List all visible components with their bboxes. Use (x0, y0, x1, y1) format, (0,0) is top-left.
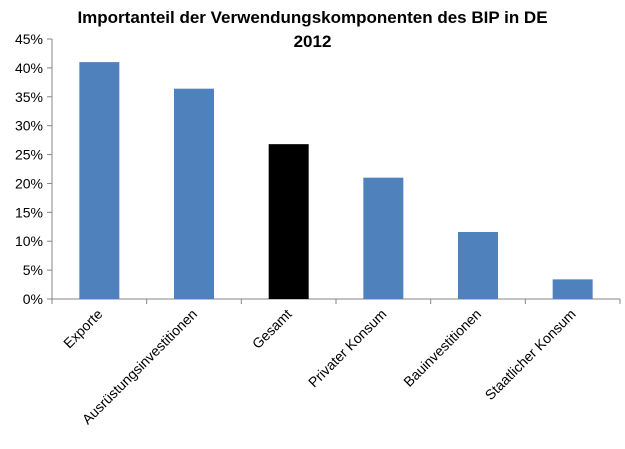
bar-gesamt (268, 144, 309, 299)
chart-title-line-2: 2012 (293, 32, 332, 51)
y-tick-label: 40% (15, 60, 43, 76)
y-tick-label: 10% (15, 233, 43, 249)
y-tick-label: 0% (23, 291, 43, 307)
x-tick-label: Privater Konsum (305, 306, 389, 390)
bar-staatlicher-konsum (552, 279, 593, 299)
bar-exporte (79, 62, 120, 299)
x-axis (51, 298, 621, 304)
y-tick-label: 5% (23, 262, 43, 278)
x-tick-label: Staatlicher Konsum (482, 306, 579, 403)
y-tick-label: 45% (15, 31, 43, 47)
chart-title: Importanteil der Verwendungskomponenten … (0, 6, 625, 54)
x-tick-label: Bauinvestitionen (400, 306, 484, 390)
y-axis: 0% 5% 10% 15% 20% 25% 30% 35% 40% 45% (15, 31, 53, 307)
y-tick-label: 30% (15, 118, 43, 134)
bar-bauinvestitionen (458, 231, 498, 299)
bar-privater-konsum (363, 177, 404, 299)
x-tick-label: Gesamt (249, 306, 295, 352)
chart-title-line-1: Importanteil der Verwendungskomponenten … (77, 8, 548, 27)
y-tick-label: 25% (15, 147, 43, 163)
y-tick-label: 20% (15, 175, 43, 191)
bar-ausr-stungsinvestitionen (174, 88, 214, 299)
y-tick-label: 35% (15, 89, 43, 105)
x-tick-label: Exporte (60, 306, 106, 352)
y-tick-label: 15% (15, 204, 43, 220)
bars (79, 62, 593, 299)
